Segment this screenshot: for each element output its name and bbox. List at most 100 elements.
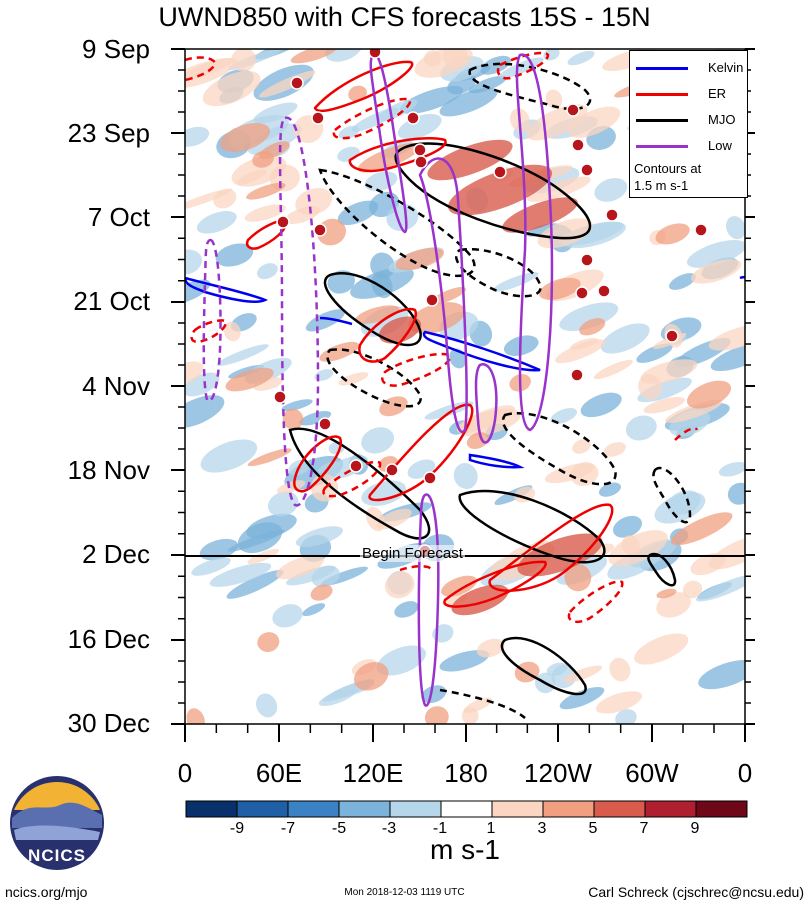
anomaly-patch xyxy=(286,565,336,586)
er-contour xyxy=(313,60,414,113)
anomaly-patch xyxy=(256,693,278,718)
anomaly-patch xyxy=(499,57,544,79)
anomaly-patch xyxy=(350,267,414,299)
anomaly-patch xyxy=(476,638,505,658)
colorbar-units: m s-1 xyxy=(430,834,500,865)
anomaly-patch xyxy=(441,575,477,597)
er-contour xyxy=(245,219,287,250)
anomaly-patch xyxy=(185,58,238,88)
low-contour xyxy=(418,157,468,434)
anomaly-patch xyxy=(468,75,507,94)
anomaly-patch xyxy=(338,372,369,386)
x-tick-label: 60E xyxy=(255,758,303,788)
chart-title: UWND850 with CFS forecasts 15S - 15N xyxy=(158,2,651,32)
mjo-contour-negative xyxy=(318,168,476,278)
er-contour-negative xyxy=(332,97,412,140)
anomaly-patch xyxy=(237,522,283,554)
mjo-contour xyxy=(288,427,431,540)
mjo-contour xyxy=(647,552,677,587)
anomaly-patch xyxy=(327,270,355,294)
strong-westerly-patch xyxy=(427,139,513,181)
anomaly-patch xyxy=(220,123,270,152)
anomaly-patch xyxy=(539,277,581,300)
anomaly-patch xyxy=(423,50,442,67)
tropical-cyclone-marker xyxy=(597,284,611,298)
anomaly-patch xyxy=(595,691,643,714)
tropical-cyclone-marker xyxy=(566,103,580,117)
anomaly-patch xyxy=(310,584,333,601)
anomaly-patch xyxy=(615,709,637,724)
anomaly-patch xyxy=(196,211,237,234)
anomaly-patch xyxy=(643,397,685,414)
y-tick-label: 21 Oct xyxy=(73,286,150,316)
colorbar-segment xyxy=(185,800,238,818)
legend-label: ER xyxy=(708,86,727,101)
tropical-cyclone-marker xyxy=(413,143,427,157)
anomaly-patch xyxy=(384,571,415,599)
anomaly-patch xyxy=(276,555,324,580)
anomaly-patch xyxy=(355,305,400,324)
y-tick-label: 30 Dec xyxy=(67,708,150,738)
anomaly-patch xyxy=(430,286,466,305)
low-contour xyxy=(417,493,440,707)
x-tick-label: 0 xyxy=(737,758,753,788)
anomaly-patch xyxy=(579,318,606,336)
anomaly-patch xyxy=(563,665,603,683)
anomaly-patch xyxy=(686,239,745,268)
anomaly-patch xyxy=(570,337,599,350)
anomaly-patch xyxy=(727,482,745,505)
anomaly-patch xyxy=(656,592,691,618)
logo-mountains xyxy=(12,802,102,828)
legend-note-line: Contours at xyxy=(634,161,702,176)
tropical-cyclone-marker xyxy=(368,49,382,59)
anomaly-patch xyxy=(564,563,592,592)
legend-swatch xyxy=(636,119,688,122)
tropical-cyclone-marker xyxy=(493,165,507,179)
colorbar-tick-label: -1 xyxy=(432,820,448,837)
strong-westerly-patch xyxy=(447,164,553,216)
legend-label: Low xyxy=(708,138,732,153)
tropical-cyclone-marker xyxy=(406,111,420,125)
anomaly-patch xyxy=(225,367,274,392)
ncics-logo-text: NCICS xyxy=(28,846,86,865)
anomaly-patch xyxy=(216,344,269,366)
anomaly-patch xyxy=(191,557,231,576)
anomaly-patch xyxy=(669,273,696,290)
anomaly-patch xyxy=(567,50,595,66)
legend: Kelvin ER MJO Low Contours at 1.5 m s-1 xyxy=(629,50,748,198)
anomaly-patch xyxy=(185,361,204,385)
mjo-contour-negative xyxy=(501,412,617,486)
x-tick-label: 60W xyxy=(625,758,679,788)
er-contour xyxy=(488,503,614,592)
anomaly-patch xyxy=(199,538,239,561)
anomaly-patch xyxy=(710,342,745,372)
er-contour-negative xyxy=(185,56,217,82)
colorbar-tick-label: 1 xyxy=(486,820,496,837)
anomaly-patch xyxy=(725,216,745,240)
tropical-cyclone-marker xyxy=(425,293,439,307)
anomaly-patch xyxy=(257,632,280,652)
legend-swatch xyxy=(636,145,688,148)
colorbar-tick-label: 9 xyxy=(690,820,700,837)
anomaly-patch xyxy=(395,247,444,271)
er-contour xyxy=(368,403,474,502)
footer-url[interactable]: ncics.org/mjo xyxy=(5,884,88,900)
strong-westerly-patch xyxy=(502,197,578,233)
anomaly-patch xyxy=(421,685,447,703)
anomaly-patch xyxy=(209,562,272,587)
anomaly-patch xyxy=(408,302,466,334)
tropical-cyclone-marker xyxy=(423,471,437,485)
tropical-cyclone-marker xyxy=(605,208,619,222)
x-tick-label: 120E xyxy=(342,758,404,788)
logo-sky xyxy=(14,781,100,810)
y-tick-label: 23 Sep xyxy=(67,118,150,148)
logo-ridge xyxy=(14,825,100,840)
x-tick-label: 120W xyxy=(524,758,592,788)
tropical-cyclone-marker xyxy=(575,286,589,300)
mjo-contour xyxy=(458,489,606,564)
tropical-cyclone-marker xyxy=(318,417,332,431)
anomaly-patch xyxy=(550,408,578,424)
colorbar-segment xyxy=(287,800,340,818)
tropical-cyclone-marker xyxy=(570,368,584,382)
